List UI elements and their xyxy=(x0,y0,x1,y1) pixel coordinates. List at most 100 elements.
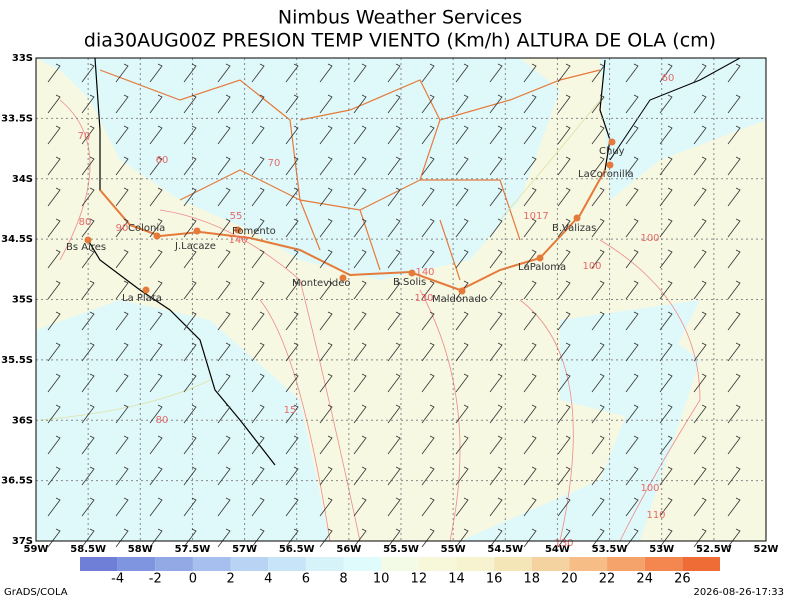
wind-barb xyxy=(217,156,231,176)
wind-barb xyxy=(387,528,401,548)
contour-label: 70 xyxy=(268,158,281,169)
wind-barb xyxy=(693,125,707,145)
wind-barb xyxy=(625,404,639,424)
wind-barb xyxy=(455,156,469,176)
colorbar-box xyxy=(682,557,720,571)
wind-barb xyxy=(387,156,401,176)
y-tick-label: 35.5S xyxy=(1,355,33,366)
wind-barb xyxy=(149,373,163,393)
wind-barb xyxy=(523,528,537,548)
wind-barb xyxy=(217,218,231,238)
wind-barb xyxy=(489,63,503,83)
wind-barb xyxy=(217,249,231,269)
contour-label: 80 xyxy=(156,415,169,426)
wind-barb xyxy=(115,404,129,424)
y-tick-label: 33S xyxy=(12,53,33,64)
wind-barb xyxy=(523,373,537,393)
city-marker xyxy=(536,254,544,262)
wind-barb xyxy=(285,63,299,83)
wind-barb xyxy=(81,528,95,548)
wind-barb xyxy=(217,497,231,517)
wind-barb xyxy=(47,528,61,548)
wind-barb xyxy=(319,342,333,362)
contour-label: 140 xyxy=(415,267,434,278)
contour-label: 130 xyxy=(414,293,433,304)
wind-barb xyxy=(183,218,197,238)
wind-barb xyxy=(387,497,401,517)
contour-label: 60 xyxy=(156,155,169,166)
wind-barb xyxy=(693,187,707,207)
wind-barb xyxy=(557,404,571,424)
wind-barb xyxy=(81,94,95,114)
wind-barb xyxy=(251,435,265,455)
labels: 59W 58.5W 58W 57.5W 57W 56.5W 56W 55.5W 55W 54.5W… xyxy=(1,53,778,555)
wind-barb xyxy=(319,466,333,486)
wind-barb xyxy=(47,125,61,145)
colorbar-box xyxy=(418,557,457,571)
wind-barb xyxy=(319,280,333,300)
city-marker xyxy=(234,226,242,234)
wind-barb xyxy=(523,249,537,269)
y-tick-label: 35S xyxy=(12,295,33,306)
wind-barb xyxy=(489,187,503,207)
city-label: Fomento xyxy=(232,226,276,237)
wind-barb xyxy=(693,249,707,269)
city-label: LaPaloma xyxy=(518,262,566,273)
wind-barb xyxy=(387,342,401,362)
wind-barb xyxy=(149,342,163,362)
wind-barb xyxy=(115,373,129,393)
wind-barb xyxy=(285,497,299,517)
wind-barb xyxy=(625,63,639,83)
wind-barb xyxy=(591,249,605,269)
colorbar-box xyxy=(531,557,570,571)
wind-barb xyxy=(727,404,741,424)
wind-barb xyxy=(557,249,571,269)
wind-barb xyxy=(625,280,639,300)
wind-barb xyxy=(693,280,707,300)
wind-barb xyxy=(523,125,537,145)
wind-barb xyxy=(353,435,367,455)
colorbar-box xyxy=(569,557,608,571)
wind-barb xyxy=(693,497,707,517)
wind-barb xyxy=(183,528,197,548)
wind-barb xyxy=(183,497,197,517)
wind-barb xyxy=(625,342,639,362)
wind-barb xyxy=(455,187,469,207)
wind-barb xyxy=(319,528,333,548)
colorbar-box xyxy=(343,557,382,571)
wind-barb xyxy=(557,528,571,548)
wind-barb xyxy=(81,156,95,176)
colorbar-box xyxy=(155,557,193,571)
wind-barb xyxy=(115,311,129,331)
wind-barb xyxy=(659,94,673,114)
wind-barb xyxy=(115,280,129,300)
wind-barb xyxy=(149,156,163,176)
city-label: LaCoronilla xyxy=(578,169,634,180)
wind-barb xyxy=(693,466,707,486)
colorbar-box xyxy=(305,557,344,571)
wind-barb xyxy=(47,280,61,300)
wind-barb xyxy=(591,125,605,145)
wind-barb xyxy=(115,528,129,548)
wind-barb xyxy=(489,497,503,517)
wind-barb xyxy=(421,125,435,145)
wind-barb xyxy=(81,404,95,424)
wind-barb xyxy=(149,63,163,83)
wind-barb xyxy=(47,156,61,176)
wind-barb xyxy=(183,342,197,362)
wind-barb xyxy=(251,311,265,331)
wind-barb xyxy=(523,156,537,176)
wind-barb xyxy=(285,187,299,207)
wind-barb xyxy=(659,63,673,83)
contour-label: 100 xyxy=(582,261,601,272)
wind-barb xyxy=(625,497,639,517)
wind-barb xyxy=(523,497,537,517)
wind-barb xyxy=(285,466,299,486)
wind-barb xyxy=(421,373,435,393)
wind-barb xyxy=(217,94,231,114)
colorbar-label: 2 xyxy=(226,572,234,587)
wind-barb xyxy=(81,435,95,455)
wind-barb xyxy=(217,187,231,207)
city-marker xyxy=(608,138,616,146)
wind-barb xyxy=(183,156,197,176)
